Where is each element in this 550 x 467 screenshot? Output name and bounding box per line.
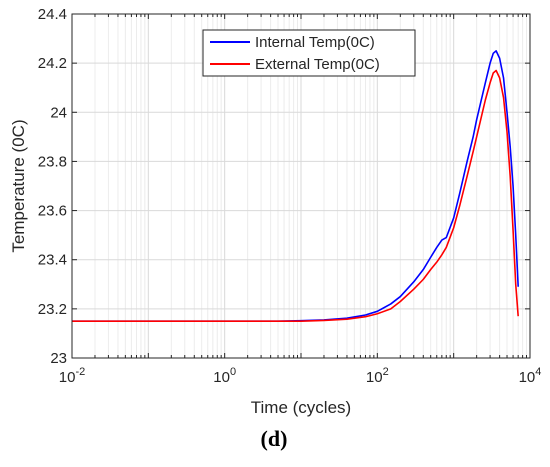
x-tick-label: 102 [366,366,389,386]
x-tick-label: 104 [519,366,542,386]
label-layer: 23 23.2 23.4 23.6 23.8 24 24.2 24.4 10-2 100 102 10… [38,6,542,386]
y-tick-label: 24.4 [38,6,67,23]
x-tick-label: 10-2 [59,366,85,386]
y-tick-label: 23.4 [38,252,67,269]
y-tick-label: 23.8 [38,153,67,170]
x-axis-title: Time (cycles) [251,398,351,417]
y-tick-label: 23.2 [38,301,67,318]
y-axis-title: Temperature (0C) [9,119,28,252]
x-tick-label: 100 [213,366,236,386]
legend-label-internal: Internal Temp(0C) [255,34,375,51]
y-tick-label: 24 [50,104,67,121]
legend-label-external: External Temp(0C) [255,56,380,73]
grid-layer [71,13,530,359]
series-line-external [72,69,519,322]
legend: Internal Temp(0C) External Temp(0C) [202,29,416,77]
tick-layer [71,13,530,359]
y-tick-label: 23 [50,350,67,367]
y-tick-label: 24.2 [38,55,67,72]
y-tick-label: 23.6 [38,203,67,220]
series-layer [72,50,519,322]
panel-label: (d) [261,426,288,451]
legend-box [202,29,416,77]
